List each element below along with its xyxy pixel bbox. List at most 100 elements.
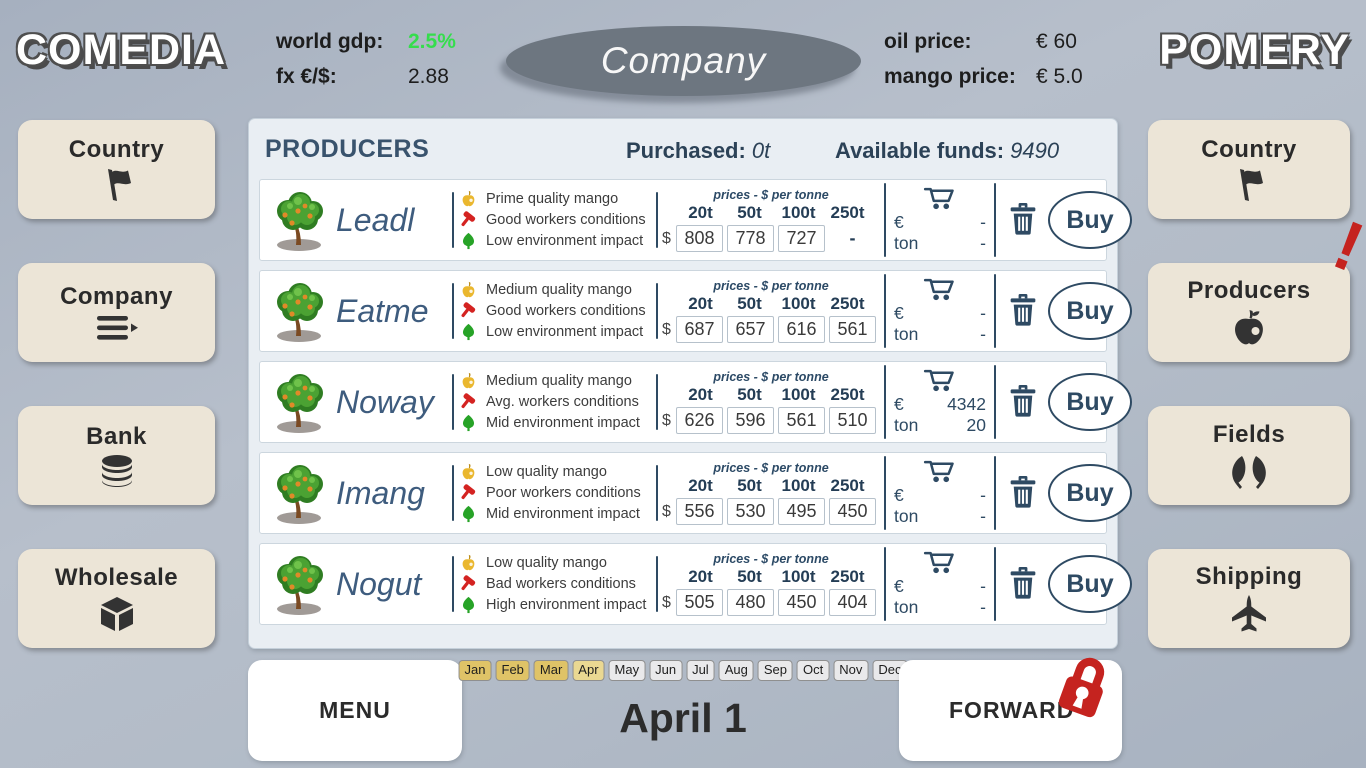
quality-text: Medium quality mango	[486, 373, 632, 389]
trash-icon[interactable]	[1008, 292, 1038, 331]
price-cell[interactable]: 561	[829, 316, 876, 343]
environment-text: Mid environment impact	[486, 415, 640, 431]
sidebar-item-fields[interactable]: Fields	[1148, 406, 1350, 505]
price-cell[interactable]: 530	[727, 498, 774, 525]
coins-icon	[97, 454, 137, 488]
buy-button[interactable]: Buy	[1048, 373, 1132, 431]
price-table: prices - $ per tonne 20t 50t 100t 250t $…	[662, 279, 880, 343]
workers-text: Avg. workers conditions	[486, 394, 639, 410]
menu-button[interactable]: MENU	[248, 660, 462, 761]
environment-tree-icon	[460, 323, 477, 341]
forward-button[interactable]: FORWARD	[899, 657, 1122, 761]
month-indicator: Sep	[757, 660, 793, 681]
cart-icon	[923, 369, 954, 392]
divider	[994, 183, 996, 257]
mango-tree-image	[268, 369, 332, 435]
environment-tree-icon	[460, 596, 477, 614]
sidebar-item-label: Bank	[86, 423, 147, 450]
month-indicator: May	[608, 660, 646, 681]
trash-icon[interactable]	[1008, 201, 1038, 240]
divider	[656, 556, 658, 612]
workers-text: Good workers conditions	[486, 303, 646, 319]
price-caption: prices - $ per tonne	[713, 461, 829, 475]
trash-icon[interactable]	[1008, 383, 1038, 422]
price-cell[interactable]: 480	[727, 589, 774, 616]
sidebar-item-label: Fields	[1212, 421, 1286, 448]
sidebar-item-bank[interactable]: Bank	[18, 406, 215, 505]
divider	[994, 274, 996, 348]
producers-panel: PRODUCERS Purchased: 0t Available funds: 9…	[248, 118, 1132, 649]
buy-button[interactable]: Buy	[1048, 555, 1132, 613]
price-cell[interactable]: 657	[727, 316, 774, 343]
cart-eur-value: -	[980, 485, 986, 505]
purchased-value: 0t	[751, 138, 771, 163]
sidebar-item-producers[interactable]: ! Producers	[1148, 205, 1366, 362]
sidebar-item-country-left[interactable]: Country	[18, 120, 215, 219]
cart-summary: € - ton -	[892, 277, 988, 345]
price-cell[interactable]: 450	[778, 589, 825, 616]
price-cell[interactable]: 808	[676, 225, 723, 252]
month-indicator: Apr	[572, 660, 605, 681]
oil-price-label: oil price:	[884, 30, 972, 53]
list-arrow-icon	[95, 314, 139, 342]
month-indicator: Jun	[649, 660, 683, 681]
apple-icon	[1229, 308, 1269, 348]
cart-summary: € - ton -	[892, 186, 988, 254]
currency-prefix: $	[662, 411, 671, 429]
mango-quality-icon	[460, 190, 477, 208]
producer-attributes: Medium quality mango Good workers condit…	[460, 279, 652, 343]
divider	[994, 365, 996, 439]
month-indicator: Jan	[458, 660, 492, 681]
flag-icon	[1229, 167, 1269, 203]
price-cell[interactable]: 727	[778, 225, 825, 252]
month-indicator: Aug	[718, 660, 754, 681]
price-cell[interactable]: 561	[778, 407, 825, 434]
sidebar-item-wholesale[interactable]: Wholesale	[18, 549, 215, 648]
mango-quality-icon	[460, 463, 477, 481]
price-cell[interactable]: 505	[676, 589, 723, 616]
sidebar-item-label: Country	[68, 136, 165, 163]
price-cell[interactable]: 596	[727, 407, 774, 434]
month-strip: Jan Feb Mar Apr May Jun Jul Aug Sep Oct Nov Dec	[457, 660, 910, 681]
workers-hammer-icon	[460, 393, 477, 411]
cart-icon	[923, 278, 954, 301]
cart-ton-value: -	[980, 506, 986, 526]
producer-row: Nogut Low quality mango Bad workers cond…	[259, 543, 1132, 625]
buy-button[interactable]: Buy	[1048, 191, 1132, 249]
environment-tree-icon	[460, 414, 477, 432]
producer-row: Noway Medium quality mango Avg. workers …	[259, 361, 1132, 443]
sidebar-item-company[interactable]: Company	[18, 263, 215, 362]
cart-icon	[923, 460, 954, 483]
cart-ton-value: 20	[966, 415, 986, 435]
price-tier-headers: 20t 50t 100t 250t	[688, 294, 865, 313]
trash-icon[interactable]	[1008, 565, 1038, 604]
price-cell[interactable]: 556	[676, 498, 723, 525]
environment-text: Low environment impact	[486, 233, 644, 249]
plane-icon	[1229, 594, 1269, 634]
price-caption: prices - $ per tonne	[713, 370, 829, 384]
price-cell[interactable]: 450	[829, 498, 876, 525]
price-caption: prices - $ per tonne	[713, 552, 829, 566]
trash-icon[interactable]	[1008, 474, 1038, 513]
buy-button[interactable]: Buy	[1048, 464, 1132, 522]
cart-eur-value: -	[980, 576, 986, 596]
price-cell[interactable]: 687	[676, 316, 723, 343]
workers-text: Bad workers conditions	[486, 576, 636, 592]
price-cell: -	[849, 228, 856, 248]
sidebar-item-shipping[interactable]: Shipping	[1148, 549, 1350, 648]
divider	[884, 456, 886, 530]
price-cell[interactable]: 404	[829, 589, 876, 616]
price-cell[interactable]: 495	[778, 498, 825, 525]
cart-summary: €4342 ton 20	[892, 368, 988, 436]
price-cell[interactable]: 626	[676, 407, 723, 434]
alert-exclamation-icon: !	[1322, 205, 1366, 287]
workers-text: Good workers conditions	[486, 212, 646, 228]
mango-tree-image	[268, 187, 332, 253]
price-table: prices - $ per tonne 20t 50t 100t 250t $…	[662, 552, 880, 616]
sidebar-item-country-right[interactable]: Country	[1148, 120, 1350, 219]
sidebar-item-label: Shipping	[1195, 563, 1303, 590]
price-cell[interactable]: 616	[778, 316, 825, 343]
price-cell[interactable]: 510	[829, 407, 876, 434]
price-cell[interactable]: 778	[727, 225, 774, 252]
buy-button[interactable]: Buy	[1048, 282, 1132, 340]
